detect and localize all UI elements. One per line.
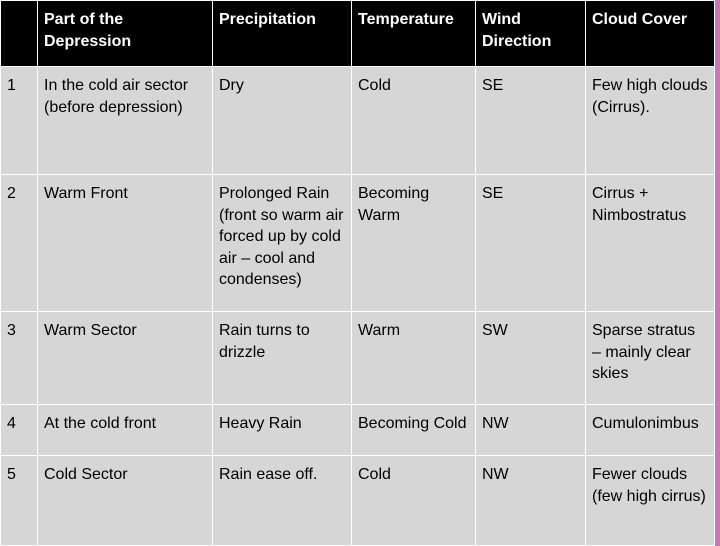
row-number-cell: 1 (0, 66, 38, 175)
header-cell-temperature: Temperature (351, 0, 476, 67)
wind-direction-cell: SE (475, 66, 586, 175)
row-number-cell: 2 (0, 174, 38, 312)
wind-direction-cell: SW (475, 311, 586, 405)
part-cell: Warm Front (37, 174, 213, 312)
temperature-cell: Becoming Cold (351, 404, 476, 456)
precipitation-cell: Heavy Rain (212, 404, 352, 456)
table-row: 1 In the cold air sector (before depress… (0, 66, 715, 175)
row-number-cell: 5 (0, 455, 38, 546)
precipitation-cell: Rain turns to drizzle (212, 311, 352, 405)
cloud-cover-cell: Cumulonimbus (585, 404, 715, 456)
precipitation-cell: Rain ease off. (212, 455, 352, 546)
wind-direction-cell: NW (475, 404, 586, 456)
table-row: 3 Warm Sector Rain turns to drizzle Warm… (0, 311, 715, 405)
header-cell-wind-direction: Wind Direction (475, 0, 586, 67)
header-cell-precipitation: Precipitation (212, 0, 352, 67)
wind-direction-cell: NW (475, 455, 586, 546)
precipitation-cell: Prolonged Rain (front so warm air forced… (212, 174, 352, 312)
part-cell: Cold Sector (37, 455, 213, 546)
cloud-cover-cell: Fewer clouds (few high cirrus) (585, 455, 715, 546)
part-cell: Warm Sector (37, 311, 213, 405)
row-number-cell: 3 (0, 311, 38, 405)
precipitation-cell: Dry (212, 66, 352, 175)
temperature-cell: Cold (351, 455, 476, 546)
temperature-cell: Warm (351, 311, 476, 405)
header-cell-number (0, 0, 38, 67)
header-row: Part of the Depression Precipitation Tem… (0, 0, 715, 67)
wind-direction-cell: SE (475, 174, 586, 312)
row-number-cell: 4 (0, 404, 38, 456)
cloud-cover-cell: Few high clouds (Cirrus). (585, 66, 715, 175)
table-row: 2 Warm Front Prolonged Rain (front so wa… (0, 174, 715, 312)
header-cell-cloud-cover: Cloud Cover (585, 0, 715, 67)
cloud-cover-cell: Cirrus + Nimbostratus (585, 174, 715, 312)
part-cell: At the cold front (37, 404, 213, 456)
table-row: 4 At the cold front Heavy Rain Becoming … (0, 404, 715, 456)
cloud-cover-cell: Sparse stratus – mainly clear skies (585, 311, 715, 405)
table-row: 5 Cold Sector Rain ease off. Cold NW Few… (0, 455, 715, 546)
part-cell: In the cold air sector (before depressio… (37, 66, 213, 175)
header-cell-part: Part of the Depression (37, 0, 213, 67)
temperature-cell: Becoming Warm (351, 174, 476, 312)
temperature-cell: Cold (351, 66, 476, 175)
